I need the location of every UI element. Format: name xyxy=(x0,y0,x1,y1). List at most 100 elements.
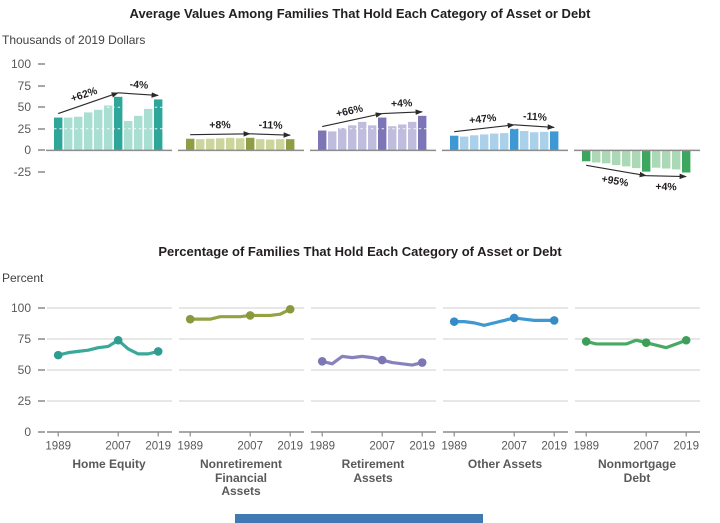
line-chart-5: 1989 2007 2019 xyxy=(573,307,700,453)
bar xyxy=(682,150,691,173)
x-axis-tick-label: 2019 xyxy=(541,441,567,453)
y-axis-tick-mark xyxy=(38,338,45,340)
data-point-marker xyxy=(53,350,63,360)
bar xyxy=(358,121,367,151)
bar xyxy=(94,109,103,151)
change-arrow xyxy=(118,92,159,98)
y-axis-tick-mark xyxy=(38,63,45,65)
bar xyxy=(318,130,327,151)
percent-change-label: +4% xyxy=(655,181,677,193)
bar xyxy=(74,116,83,151)
bar-chart-2: +8% -11% xyxy=(178,106,304,152)
bar xyxy=(328,131,337,151)
change-arrow xyxy=(514,124,555,130)
percent-change-label: +66% xyxy=(335,102,365,120)
category-label-line: Other Assets xyxy=(467,457,543,471)
bar xyxy=(388,126,397,151)
category-label: Other Assets xyxy=(442,457,568,472)
percent-change-label: -4% xyxy=(129,79,149,92)
x-axis-tick-label: 2019 xyxy=(409,441,435,453)
bar xyxy=(530,132,539,151)
bar xyxy=(612,150,621,166)
y-axis-tick-label: 25 xyxy=(17,394,31,408)
x-axis-tick-label: 1989 xyxy=(441,441,467,453)
bar xyxy=(276,139,285,151)
bar xyxy=(450,135,459,151)
bar xyxy=(124,121,133,151)
bar xyxy=(378,117,387,151)
data-point-marker xyxy=(377,355,387,365)
trend-line xyxy=(452,316,556,327)
percent-change-label: +47% xyxy=(469,112,498,127)
bottom-panel-title: Percentage of Families That Hold Each Ca… xyxy=(158,244,562,259)
bar xyxy=(186,138,195,151)
y-axis-tick-mark xyxy=(38,369,45,371)
data-point-marker xyxy=(549,316,559,325)
category-labels-row: Home Equity Nonretirement Financial Assets R… xyxy=(46,457,720,506)
line-chart-2: 1989 2007 2019 xyxy=(177,304,304,453)
bar-charts-row: +62% -4% +8% -11% +66% +4% +47% -11% +95% +4% xyxy=(46,60,720,200)
data-point-marker xyxy=(417,358,427,367)
x-axis-tick-label: 2019 xyxy=(145,441,171,453)
percent-change-label: +8% xyxy=(209,119,231,131)
bar-chart-1: +62% -4% xyxy=(46,79,172,152)
x-axis-tick-label: 2007 xyxy=(237,441,263,453)
top-panel-unit-label: Thousands of 2019 Dollars xyxy=(2,33,146,47)
percent-change-label: +4% xyxy=(391,97,413,110)
bar xyxy=(226,137,235,151)
data-point-marker xyxy=(185,314,195,324)
bottom-panel-unit-label: Percent xyxy=(2,271,44,285)
bar xyxy=(662,150,671,169)
bar xyxy=(256,139,265,151)
bar xyxy=(64,117,73,151)
category-label: Home Equity xyxy=(46,457,172,472)
y-axis-tick-mark xyxy=(38,106,45,109)
percent-change-label: -11% xyxy=(523,110,548,124)
bar xyxy=(266,139,275,151)
bar xyxy=(672,150,681,170)
bar xyxy=(418,115,427,151)
category-label: Nonmortgage Debt xyxy=(574,457,700,485)
bar xyxy=(470,135,479,151)
data-point-marker xyxy=(285,304,295,314)
bar xyxy=(206,138,215,151)
bar xyxy=(602,150,611,164)
data-point-marker xyxy=(509,313,519,323)
top-y-axis: 100 75 50 25 0 -25 xyxy=(0,57,46,200)
x-axis-tick-label: 2007 xyxy=(105,441,131,453)
bar xyxy=(338,127,347,151)
data-point-marker xyxy=(581,337,591,346)
line-chart-1: 1989 2007 2019 xyxy=(45,307,172,453)
data-point-marker xyxy=(681,335,691,345)
y-axis-tick-label: 75 xyxy=(17,78,31,93)
category-label: Nonretirement Financial Assets xyxy=(178,457,304,499)
bar xyxy=(216,138,225,151)
bar xyxy=(550,131,559,151)
trend-line xyxy=(56,338,160,357)
bar xyxy=(490,133,499,151)
x-axis-tick-label: 1989 xyxy=(45,441,71,453)
x-axis-tick-label: 2007 xyxy=(369,441,395,453)
bar xyxy=(134,115,143,151)
bar-chart-5: +95% +4% xyxy=(574,106,700,193)
change-arrow xyxy=(454,122,515,133)
bar-chart-3: +66% +4% xyxy=(310,97,436,152)
data-point-marker xyxy=(113,335,123,345)
y-axis-tick-mark xyxy=(38,84,45,87)
category-label-line: Home Equity xyxy=(72,457,146,471)
x-axis-tick-label: 1989 xyxy=(309,441,335,453)
category-label-line: Nonretirement xyxy=(199,457,282,471)
bar xyxy=(500,133,509,151)
y-axis-tick-mark xyxy=(38,171,45,173)
change-arrow xyxy=(190,131,251,137)
y-axis-tick-label: 50 xyxy=(17,100,31,115)
trend-line xyxy=(584,338,688,350)
bar xyxy=(510,128,519,151)
bar xyxy=(582,150,591,162)
bar xyxy=(246,137,255,151)
bar xyxy=(398,124,407,151)
y-axis-tick-label: 0 xyxy=(24,425,31,439)
bar xyxy=(652,150,661,168)
change-arrow xyxy=(58,92,119,115)
